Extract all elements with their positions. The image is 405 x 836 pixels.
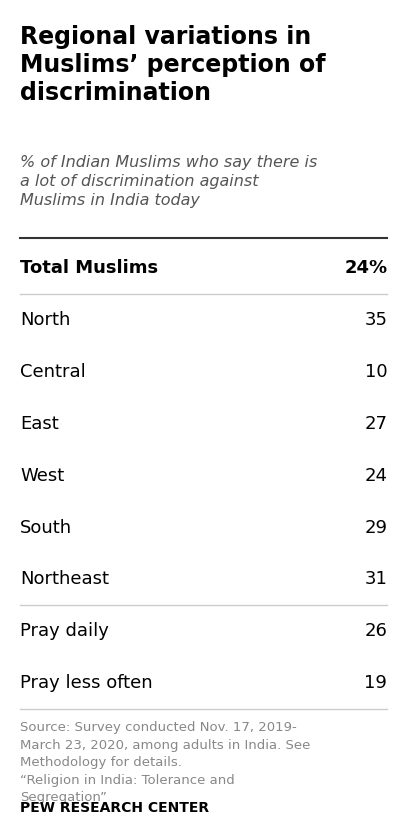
Text: Regional variations in
Muslims’ perception of
discrimination: Regional variations in Muslims’ percepti…	[20, 25, 325, 104]
Text: 31: 31	[364, 570, 386, 589]
Text: PEW RESEARCH CENTER: PEW RESEARCH CENTER	[20, 801, 209, 815]
Text: Total Muslims: Total Muslims	[20, 259, 158, 278]
Text: 24: 24	[363, 466, 386, 485]
Text: Northeast: Northeast	[20, 570, 109, 589]
Text: 26: 26	[364, 622, 386, 640]
Text: Pray daily: Pray daily	[20, 622, 109, 640]
Text: South: South	[20, 518, 72, 537]
Text: Pray less often: Pray less often	[20, 674, 152, 692]
Text: 19: 19	[364, 674, 386, 692]
Text: 29: 29	[363, 518, 386, 537]
Text: 27: 27	[363, 415, 386, 433]
Text: 10: 10	[364, 363, 386, 381]
Text: % of Indian Muslims who say there is
a lot of discrimination against
Muslims in : % of Indian Muslims who say there is a l…	[20, 155, 317, 208]
Text: West: West	[20, 466, 64, 485]
Text: Central: Central	[20, 363, 85, 381]
Text: East: East	[20, 415, 59, 433]
Text: 24%: 24%	[343, 259, 386, 278]
Text: Source: Survey conducted Nov. 17, 2019-
March 23, 2020, among adults in India. S: Source: Survey conducted Nov. 17, 2019- …	[20, 721, 309, 804]
Text: 35: 35	[363, 311, 386, 329]
Text: North: North	[20, 311, 70, 329]
